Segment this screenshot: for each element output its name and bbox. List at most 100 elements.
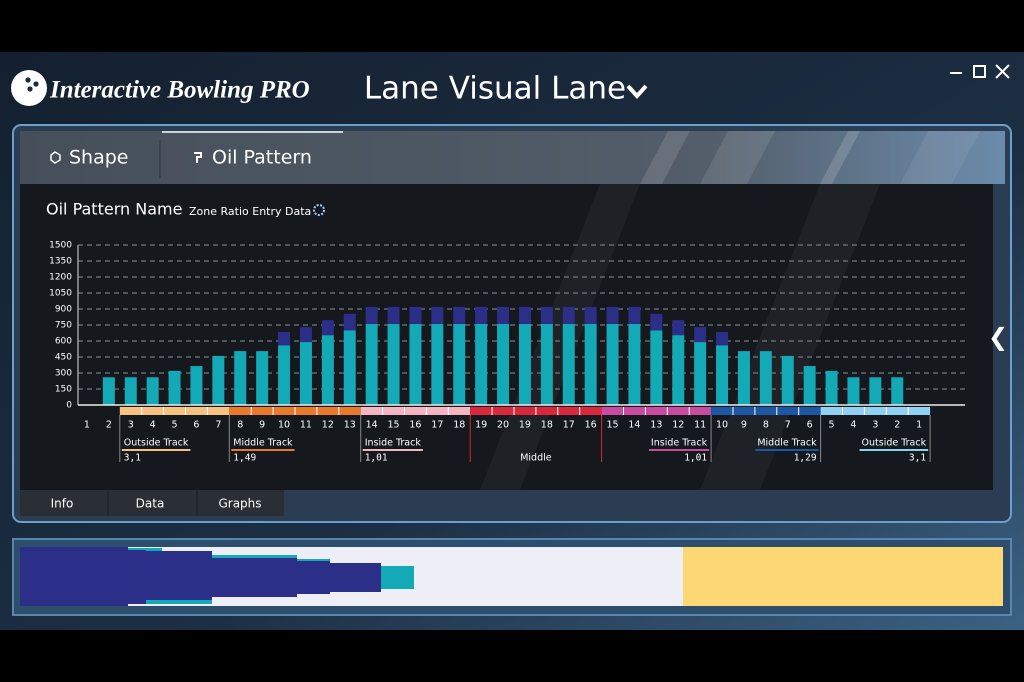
x-tick-label: 10 [278, 420, 290, 431]
bottom-tab[interactable]: Info [51, 497, 74, 511]
chart-title: Oil Pattern Name [46, 200, 182, 219]
x-tick-label: 8 [237, 420, 243, 431]
x-tick-label: 4 [150, 420, 156, 431]
bar [672, 335, 685, 405]
bar [759, 351, 772, 405]
bar [124, 377, 137, 405]
bar [518, 306, 531, 324]
bar [278, 331, 291, 346]
bar [343, 330, 356, 405]
close-button[interactable] [995, 64, 1010, 79]
zone-ratio: 1,29 [794, 453, 817, 464]
y-tick-label: 1350 [49, 257, 72, 267]
x-tick-label: 6 [193, 420, 199, 431]
zone-ratio: 3,1 [124, 453, 141, 464]
bar [278, 345, 291, 405]
shape-icon [50, 151, 61, 164]
bar [321, 335, 334, 405]
y-tick-label: 600 [55, 337, 72, 347]
y-tick-label: 450 [55, 353, 72, 363]
bar [475, 306, 488, 324]
zone-ratio: 3,1 [909, 453, 926, 464]
zone-label: Outside Track [862, 438, 927, 449]
zone-strip [601, 407, 712, 415]
x-tick-label: 6 [807, 420, 813, 431]
tab[interactable]: Shape [69, 147, 129, 169]
zone-label: Outside Track [124, 438, 189, 449]
zone-ratio: 1,01 [365, 453, 388, 464]
bar [453, 306, 466, 324]
bar [869, 377, 882, 405]
tab[interactable]: Oil Pattern [212, 147, 312, 169]
y-tick-label: 1050 [49, 289, 72, 299]
bar [102, 377, 115, 405]
bar [584, 306, 597, 324]
x-tick-label: 1 [916, 420, 922, 431]
x-tick-label: 18 [541, 420, 553, 431]
expand-arrow[interactable]: ❮ [988, 323, 1008, 351]
y-tick-label: 300 [55, 369, 72, 379]
x-tick-label: 5 [829, 420, 835, 431]
bar [540, 306, 553, 324]
x-tick-label: 3 [128, 420, 134, 431]
x-tick-label: 8 [763, 420, 769, 431]
x-tick-label: 9 [741, 420, 747, 431]
lane-oil [20, 547, 381, 606]
zone-label: Inside Track [651, 438, 708, 449]
x-tick-label: 14 [628, 420, 640, 431]
bar [716, 345, 729, 405]
bar [672, 320, 685, 336]
bar [387, 306, 400, 324]
bar [409, 306, 422, 324]
bar [606, 306, 619, 324]
x-tick-label: 4 [850, 420, 856, 431]
x-tick-label: 13 [344, 420, 356, 431]
maximize-button[interactable] [973, 65, 986, 78]
bottom-tab-bar [20, 490, 284, 516]
bar [628, 306, 641, 324]
bar [650, 330, 663, 405]
bar [562, 306, 575, 324]
zone-strip [360, 407, 471, 415]
bar [168, 370, 181, 405]
x-tick-label: 19 [475, 420, 487, 431]
x-tick-label: 15 [388, 420, 400, 431]
x-tick-label: 17 [431, 420, 443, 431]
dropdown-icon[interactable] [626, 84, 648, 99]
bottom-tab[interactable]: Data [136, 497, 165, 511]
brand: Interactive Bowling PRO [49, 77, 310, 104]
y-tick-label: 1200 [49, 273, 72, 283]
x-tick-label: 9 [259, 420, 265, 431]
bar [825, 370, 838, 405]
chart-subtitle: Zone Ratio Entry Data [189, 205, 311, 218]
bar [847, 377, 860, 405]
bar [803, 366, 816, 405]
bar [146, 377, 159, 405]
x-tick-label: 16 [409, 420, 421, 431]
zone-label: Inside Track [365, 438, 422, 449]
x-tick-label: 11 [694, 420, 706, 431]
page-title[interactable]: Lane Visual Lane [364, 71, 626, 107]
bar [737, 351, 750, 405]
x-tick-label: 2 [894, 420, 900, 431]
x-tick-label: 7 [785, 420, 791, 431]
settings-icon[interactable] [313, 204, 325, 216]
lane-oil-edge [381, 566, 414, 589]
bar [299, 342, 312, 405]
y-tick-label: 1500 [49, 241, 72, 251]
tab-bar [20, 131, 1005, 184]
bar [497, 306, 510, 324]
x-tick-label: 10 [716, 420, 728, 431]
x-tick-label: 12 [672, 420, 684, 431]
bar [518, 323, 531, 405]
x-tick-label: 14 [366, 420, 378, 431]
bottom-tab[interactable]: Graphs [218, 497, 261, 511]
bar [716, 331, 729, 346]
bar [387, 323, 400, 405]
bar [431, 323, 444, 405]
zone-strip [711, 407, 821, 415]
lane-dry-zone [683, 547, 1003, 606]
